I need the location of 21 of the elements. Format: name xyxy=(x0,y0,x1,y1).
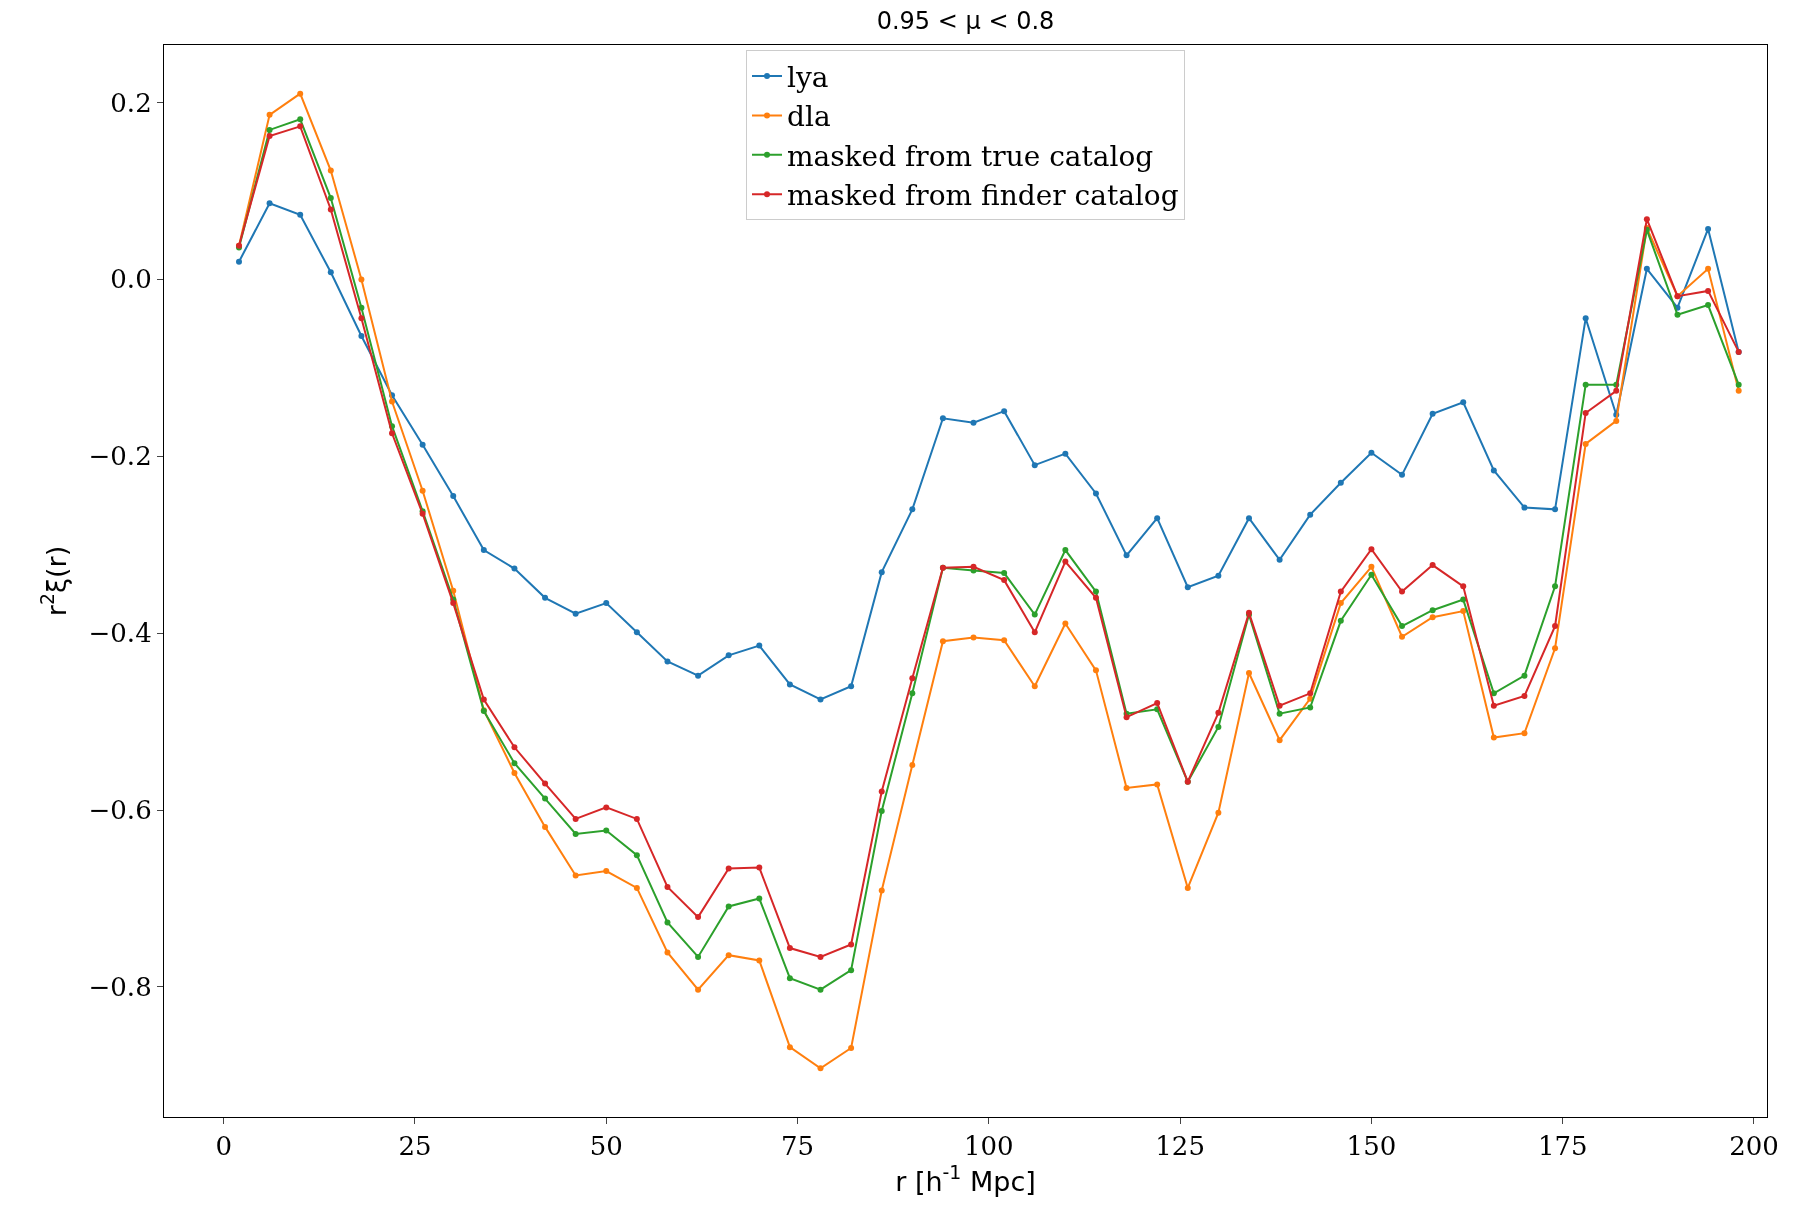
x-tick-label: 200 xyxy=(1729,1131,1779,1162)
x-tick-label: 0 xyxy=(215,1131,232,1162)
y-tick-label: 0.0 xyxy=(110,264,152,295)
legend-label: dla xyxy=(787,100,831,134)
x-tick-label: 75 xyxy=(781,1131,815,1162)
y-tick-label: −0.2 xyxy=(88,441,152,472)
x-tick-label: 150 xyxy=(1346,1131,1397,1162)
x-tick-label: 100 xyxy=(964,1131,1014,1162)
x-tick-label: 125 xyxy=(1155,1131,1205,1162)
legend-label: masked from true catalog xyxy=(787,139,1154,173)
y-tick-label: −0.4 xyxy=(88,618,152,649)
y-tick-label: −0.8 xyxy=(88,972,152,1003)
x-tick-label: 25 xyxy=(398,1131,432,1162)
x-axis-title: r [h$^{-1}$ Mpc] xyxy=(895,1161,1036,1197)
legend-label: lya xyxy=(787,60,829,94)
chart-title: 0.95 < μ < 0.8 xyxy=(876,6,1055,35)
x-tick-label: 175 xyxy=(1537,1131,1588,1162)
x-tick-label: 50 xyxy=(589,1131,623,1162)
legend-label: masked from finder catalog xyxy=(787,179,1179,213)
y-tick-label: −0.6 xyxy=(88,795,152,826)
y-tick-label: 0.2 xyxy=(110,87,152,118)
